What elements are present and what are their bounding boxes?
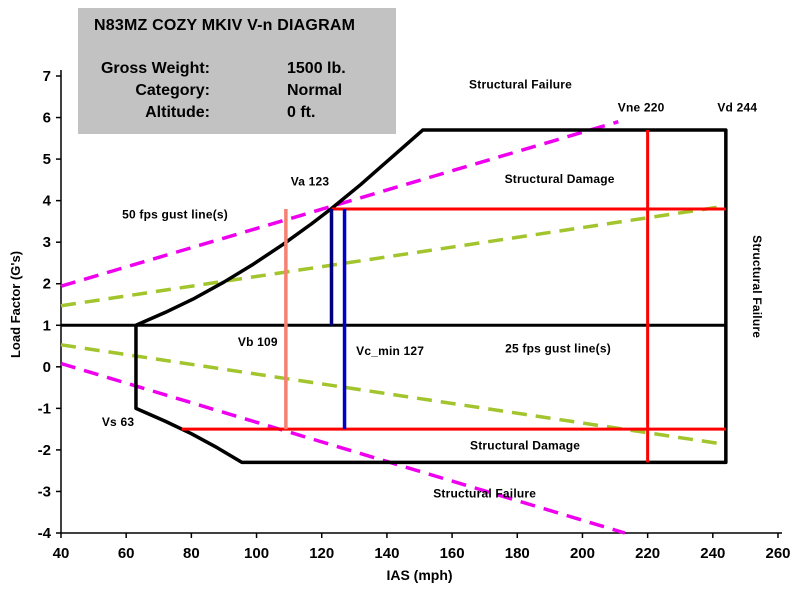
flight-envelope [134, 128, 728, 465]
label-vb: Vb 109 [238, 335, 278, 349]
x-tick-label: 240 [700, 545, 725, 562]
y-tick-label: -3 [38, 483, 51, 500]
info-label: Category: [135, 82, 210, 99]
x-tick-label: 60 [118, 545, 135, 562]
label-structural-failure-right: Structural Failure [750, 235, 764, 338]
gust-line-25fps-positive [60, 204, 727, 308]
y-tick-label: 7 [43, 68, 51, 85]
label-structural-damage-top: Structural Damage [505, 172, 615, 186]
label-25fps-gust: 25 fps gust line(s) [505, 341, 611, 355]
x-axis-title: IAS (mph) [386, 567, 452, 583]
label-structural-damage-bottom: Structural Damage [470, 438, 580, 452]
info-label: Gross Weight: [100, 60, 210, 77]
y-tick-label: -1 [38, 400, 51, 417]
info-value: Normal [287, 82, 343, 99]
x-tick-label: 120 [309, 545, 334, 562]
info-label: Altitude: [145, 104, 210, 121]
y-tick-label: 1 [43, 317, 51, 334]
info-box: N83MZ COZY MKIV V-n DIAGRAM Gross Weight… [78, 8, 396, 134]
y-tick-label: -4 [38, 525, 52, 542]
y-tick-label: 5 [43, 151, 51, 168]
x-tick-label: 80 [183, 545, 200, 562]
x-tick-label: 220 [635, 545, 660, 562]
x-tick-label: 180 [505, 545, 530, 562]
x-tick-label: 40 [53, 545, 70, 562]
y-tick-label: 4 [43, 193, 52, 210]
x-tick-label: 140 [374, 545, 399, 562]
y-tick-label: 0 [43, 359, 51, 376]
label-va: Va 123 [291, 174, 330, 188]
x-tick-label: 160 [440, 545, 465, 562]
y-tick-label: 3 [43, 234, 51, 251]
x-tick-label: 100 [244, 545, 269, 562]
info-row-category: Category: Normal [78, 80, 396, 102]
y-tick-label: -2 [38, 442, 51, 459]
label-vd: Vd 244 [717, 100, 757, 114]
info-row-gross-weight: Gross Weight: 1500 lb. [78, 58, 396, 80]
y-axis-title: Load Factor (G's) [8, 251, 23, 358]
label-structural-failure-bottom: Structural Failure [433, 486, 536, 500]
label-vc-min: Vc_min 127 [356, 344, 424, 358]
info-row-altitude: Altitude: 0 ft. [78, 102, 396, 124]
gust-line-50fps-negative [60, 361, 626, 535]
info-value: 0 ft. [287, 104, 316, 121]
label-50fps-gust: 50 fps gust line(s) [122, 208, 228, 222]
x-tick-label: 260 [765, 545, 790, 562]
y-tick-label: 2 [43, 276, 51, 293]
y-tick-label: 6 [43, 110, 51, 127]
label-structural-failure-top: Structural Failure [469, 77, 572, 91]
chart-title: N83MZ COZY MKIV V-n DIAGRAM [94, 17, 356, 34]
label-vs: Vs 63 [102, 415, 134, 429]
x-tick-label: 200 [570, 545, 595, 562]
info-value: 1500 lb. [287, 60, 346, 77]
label-vne: Vne 220 [618, 100, 665, 114]
